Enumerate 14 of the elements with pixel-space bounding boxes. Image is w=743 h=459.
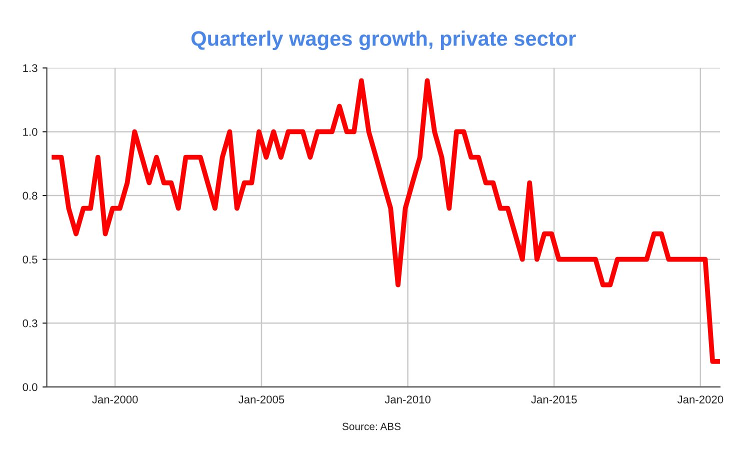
y-tick-label: 0.0 (22, 383, 38, 392)
line-series (52, 78, 720, 364)
x-tick-label: Jan-2010 (384, 396, 431, 404)
x-tick-label: Jan-2015 (531, 396, 577, 404)
source-note: Source: ABS (342, 422, 401, 430)
x-tick-label: Jan-2020 (677, 396, 724, 404)
y-tick-label: 0.8 (22, 192, 38, 200)
y-tick-label: 1.3 (23, 64, 38, 72)
y-tick-label: 0.5 (22, 256, 38, 264)
x-tick-label: Jan-2000 (92, 396, 138, 404)
chart-title: Quarterly wages growth, private sector (191, 30, 576, 50)
y-tick-label: 1.0 (23, 128, 38, 136)
y-tick-label: 0.3 (22, 319, 38, 328)
x-tick-label: Jan-2005 (238, 396, 284, 404)
